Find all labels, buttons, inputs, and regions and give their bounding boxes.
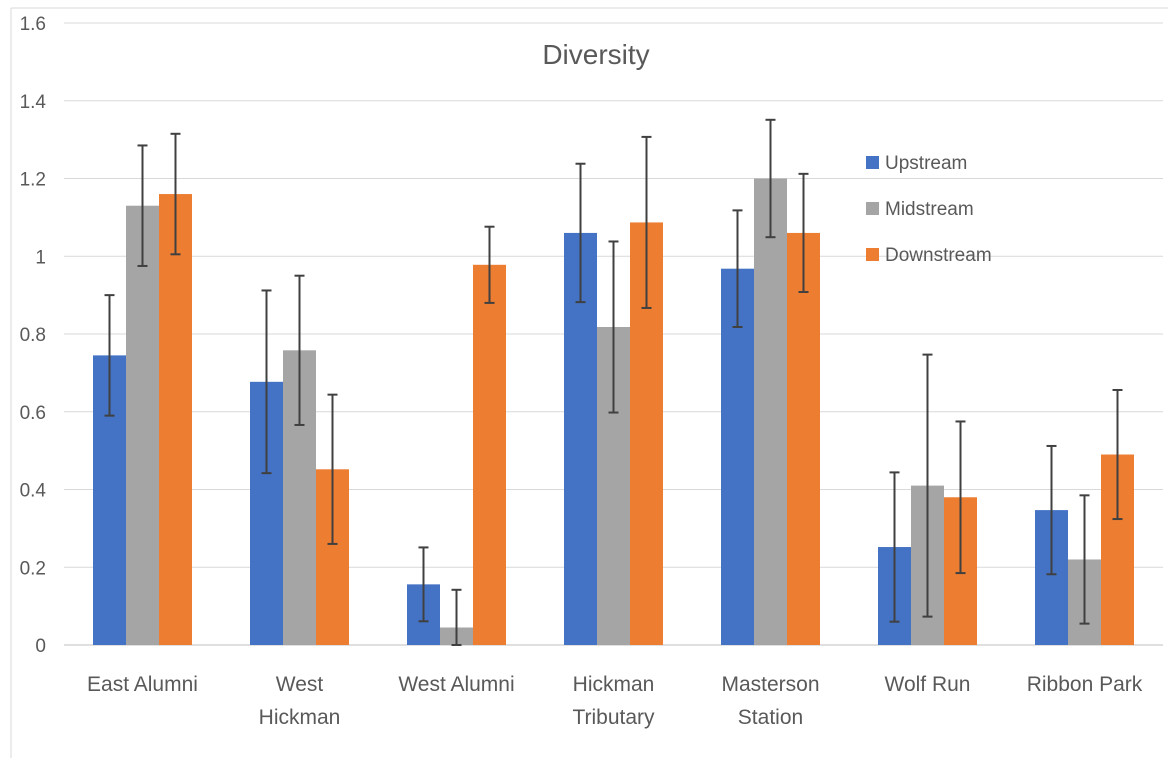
y-tick-label: 0 bbox=[35, 636, 46, 657]
error-bar-downstream-5 bbox=[955, 420, 966, 575]
legend-item-downstream: Downstream bbox=[866, 245, 992, 266]
chart-title: Diversity bbox=[542, 39, 649, 70]
legend-swatch bbox=[866, 248, 879, 261]
bar-midstream-0 bbox=[126, 205, 159, 645]
error-bar-upstream-4 bbox=[732, 209, 743, 329]
error-bar-upstream-6 bbox=[1046, 444, 1057, 576]
x-category-label: Ribbon Park bbox=[1027, 673, 1143, 696]
legend-label: Downstream bbox=[885, 245, 992, 266]
y-tick-label: 1 bbox=[35, 247, 46, 268]
error-bar-midstream-1 bbox=[294, 274, 305, 426]
error-bar-upstream-5 bbox=[889, 471, 900, 623]
y-tick-label: 1.2 bbox=[20, 170, 46, 191]
error-bar-downstream-6 bbox=[1112, 388, 1123, 521]
y-tick-label: 1.6 bbox=[20, 14, 46, 35]
legend-label: Midstream bbox=[885, 199, 974, 220]
error-bar-downstream-2 bbox=[484, 225, 495, 304]
x-category-label: West Hickman bbox=[259, 673, 341, 729]
error-bar-midstream-3 bbox=[608, 240, 619, 414]
legend-label: Upstream bbox=[885, 153, 967, 174]
error-bars bbox=[104, 118, 1123, 646]
bar-downstream-0 bbox=[159, 194, 192, 646]
legend: Upstream Midstream Downstream bbox=[866, 153, 992, 266]
x-category-label: West Alumni bbox=[398, 673, 514, 696]
y-tick-label: 0.6 bbox=[20, 403, 46, 424]
legend-swatch bbox=[866, 156, 879, 169]
error-bar-upstream-2 bbox=[418, 546, 429, 623]
error-bar-midstream-2 bbox=[451, 588, 462, 646]
error-bar-midstream-4 bbox=[765, 118, 776, 239]
bar-downstream-2 bbox=[473, 264, 506, 645]
error-bar-upstream-1 bbox=[261, 289, 272, 475]
x-category-label: East Alumni bbox=[87, 673, 198, 696]
error-bar-upstream-0 bbox=[104, 294, 115, 417]
bar-downstream-4 bbox=[787, 232, 820, 646]
y-tick-label: 0.8 bbox=[20, 325, 46, 346]
x-category-label: Hickman Tributary bbox=[572, 673, 655, 729]
error-bar-upstream-3 bbox=[575, 162, 586, 304]
bar-midstream-4 bbox=[754, 178, 787, 645]
error-bar-midstream-6 bbox=[1079, 494, 1090, 625]
legend-item-upstream: Upstream bbox=[866, 153, 967, 174]
y-tick-label: 1.4 bbox=[20, 92, 47, 113]
x-axis-category-labels: East Alumni West Hickman West Alumni Hickman… bbox=[87, 673, 1143, 729]
error-bar-midstream-5 bbox=[922, 353, 933, 618]
y-axis-tick-labels: 0 0.2 0.4 0.6 0.8 1 1.2 1.4 1.6 bbox=[20, 14, 47, 657]
error-bar-downstream-1 bbox=[327, 393, 338, 545]
error-bar-downstream-3 bbox=[641, 135, 652, 309]
x-category-label: Masterson Station bbox=[721, 673, 819, 729]
y-tick-label: 0.2 bbox=[20, 558, 46, 579]
legend-swatch bbox=[866, 202, 879, 215]
legend-item-midstream: Midstream bbox=[866, 199, 974, 220]
bar-upstream-4 bbox=[721, 268, 754, 645]
error-bar-downstream-4 bbox=[798, 172, 809, 294]
error-bar-midstream-0 bbox=[137, 144, 148, 267]
y-tick-label: 0.4 bbox=[20, 481, 47, 502]
error-bar-downstream-0 bbox=[170, 132, 181, 256]
x-category-label: Wolf Run bbox=[885, 673, 971, 696]
